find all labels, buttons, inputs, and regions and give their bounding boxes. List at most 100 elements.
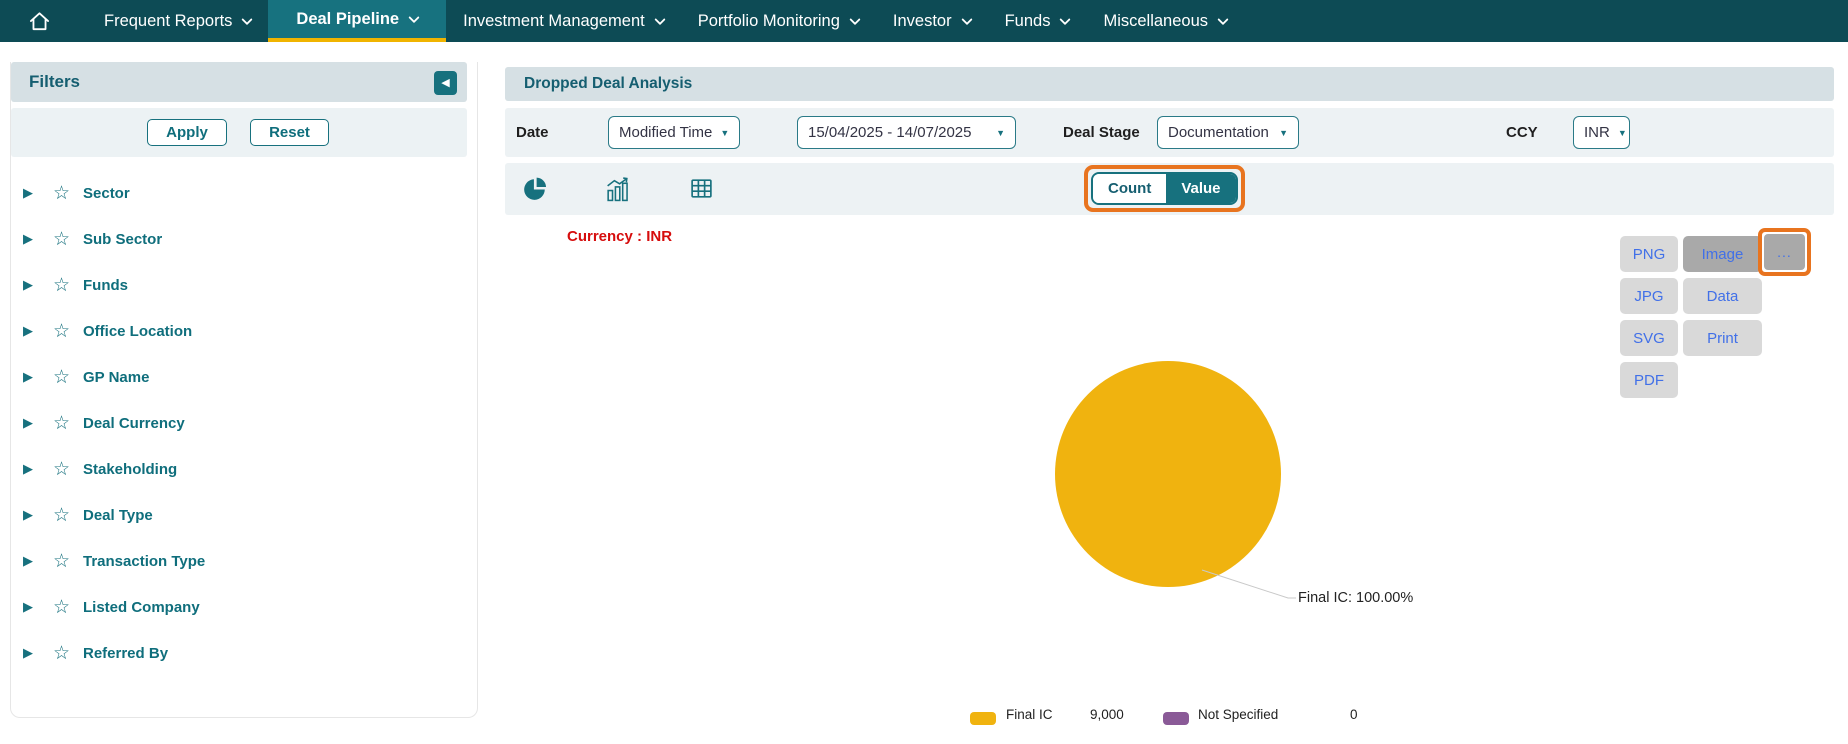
filter-row-deal-currency[interactable]: ▶ ☆ Deal Currency bbox=[11, 400, 467, 446]
expand-row-icon[interactable]: ▶ bbox=[23, 507, 33, 522]
pie-label-leader-line bbox=[1201, 569, 1296, 599]
nav-item-funds[interactable]: Funds bbox=[1004, 0, 1072, 42]
page-title: Dropped Deal Analysis bbox=[524, 75, 693, 92]
filter-label: Funds bbox=[83, 276, 128, 294]
legend-swatch-final-ic[interactable] bbox=[970, 712, 996, 725]
export-png-button[interactable]: PNG bbox=[1620, 236, 1678, 272]
filter-row-referred-by[interactable]: ▶ ☆ Referred By bbox=[11, 630, 467, 676]
expand-row-icon[interactable]: ▶ bbox=[23, 369, 33, 384]
expand-row-icon[interactable]: ▶ bbox=[23, 599, 33, 614]
expand-row-icon[interactable]: ▶ bbox=[23, 553, 33, 568]
expand-row-icon[interactable]: ▶ bbox=[23, 185, 33, 200]
filters-actions-row: Apply Reset bbox=[11, 108, 467, 157]
apply-button[interactable]: Apply bbox=[147, 119, 227, 146]
home-icon bbox=[29, 11, 50, 30]
expand-row-icon[interactable]: ▶ bbox=[23, 231, 33, 246]
home-button[interactable] bbox=[28, 0, 51, 42]
filter-label: Sector bbox=[83, 184, 130, 202]
more-options-icon: ... bbox=[1777, 244, 1792, 260]
date-range-value: 15/04/2025 - 14/07/2025 bbox=[808, 124, 972, 141]
currency-note: Currency : INR bbox=[567, 228, 673, 245]
pie-data-label: Final IC: 100.00% bbox=[1298, 590, 1414, 606]
nav-item-deal-pipeline[interactable]: Deal Pipeline bbox=[268, 0, 447, 42]
expand-row-icon[interactable]: ▶ bbox=[23, 461, 33, 476]
nav-item-investor[interactable]: Investor bbox=[892, 0, 973, 42]
favorite-star-icon[interactable]: ☆ bbox=[53, 182, 71, 204]
export-jpg-button[interactable]: JPG bbox=[1620, 278, 1678, 314]
export-image-button[interactable]: Image bbox=[1683, 236, 1762, 272]
chevron-down-icon bbox=[960, 13, 973, 26]
legend-value-final-ic: 9,000 bbox=[1090, 707, 1124, 722]
filters-header: Filters ◀ bbox=[11, 62, 467, 102]
ccy-dropdown[interactable]: INR ▼ bbox=[1573, 116, 1630, 149]
favorite-star-icon[interactable]: ☆ bbox=[53, 366, 71, 388]
table-view-icon bbox=[691, 179, 712, 198]
nav-label: Funds bbox=[1004, 11, 1051, 30]
caret-down-icon: ▼ bbox=[996, 127, 1005, 138]
count-toggle-button[interactable]: Count bbox=[1093, 174, 1167, 203]
favorite-star-icon[interactable]: ☆ bbox=[53, 642, 71, 664]
date-type-value: Modified Time bbox=[619, 124, 713, 141]
export-svg-button[interactable]: SVG bbox=[1620, 320, 1678, 356]
legend-label-final-ic[interactable]: Final IC bbox=[1006, 707, 1053, 722]
date-range-dropdown[interactable]: 15/04/2025 - 14/07/2025 ▼ bbox=[797, 116, 1016, 149]
pie-chart-icon bbox=[524, 177, 547, 200]
expand-row-icon[interactable]: ▶ bbox=[23, 415, 33, 430]
favorite-star-icon[interactable]: ☆ bbox=[53, 550, 71, 572]
filter-row-sub-sector[interactable]: ▶ ☆ Sub Sector bbox=[11, 216, 467, 262]
favorite-star-icon[interactable]: ☆ bbox=[53, 596, 71, 618]
ccy-label: CCY bbox=[1506, 124, 1538, 141]
value-toggle-button[interactable]: Value bbox=[1166, 174, 1236, 203]
caret-down-icon: ▼ bbox=[1279, 127, 1288, 138]
filter-label: Office Location bbox=[83, 322, 193, 340]
deal-stage-dropdown[interactable]: Documentation ▼ bbox=[1157, 116, 1299, 149]
filter-row-transaction-type[interactable]: ▶ ☆ Transaction Type bbox=[11, 538, 467, 584]
filter-row-listed-company[interactable]: ▶ ☆ Listed Company bbox=[11, 584, 467, 630]
filter-label: Listed Company bbox=[83, 598, 200, 616]
filter-row-sector[interactable]: ▶ ☆ Sector bbox=[11, 170, 467, 216]
chevron-down-icon bbox=[654, 13, 666, 26]
nav-label: Investor bbox=[892, 11, 952, 30]
filter-row-stakeholding[interactable]: ▶ ☆ Stakeholding bbox=[11, 446, 467, 492]
nav-item-investment-management[interactable]: Investment Management bbox=[463, 0, 666, 42]
filter-list: ▶ ☆ Sector ▶ ☆ Sub Sector ▶ ☆ Funds ▶ ☆ Office L… bbox=[11, 170, 467, 676]
export-data-button[interactable]: Data bbox=[1683, 278, 1762, 314]
favorite-star-icon[interactable]: ☆ bbox=[53, 274, 71, 296]
date-type-dropdown[interactable]: Modified Time ▼ bbox=[608, 116, 740, 149]
deal-stage-label: Deal Stage bbox=[1063, 124, 1140, 141]
expand-row-icon[interactable]: ▶ bbox=[23, 323, 33, 338]
favorite-star-icon[interactable]: ☆ bbox=[53, 504, 71, 526]
legend-swatch-not-specified[interactable] bbox=[1163, 712, 1189, 725]
favorite-star-icon[interactable]: ☆ bbox=[53, 458, 71, 480]
filter-label: GP Name bbox=[83, 368, 150, 386]
bar-chart-view-button[interactable] bbox=[604, 176, 631, 203]
filter-label: Deal Type bbox=[83, 506, 153, 524]
expand-row-icon[interactable]: ▶ bbox=[23, 645, 33, 660]
chevron-down-icon bbox=[241, 13, 254, 26]
chevron-down-icon bbox=[1217, 13, 1229, 26]
expand-row-icon[interactable]: ▶ bbox=[23, 277, 33, 292]
filter-row-office-location[interactable]: ▶ ☆ Office Location bbox=[11, 308, 467, 354]
favorite-star-icon[interactable]: ☆ bbox=[53, 412, 71, 434]
legend-value-not-specified: 0 bbox=[1350, 707, 1358, 722]
favorite-star-icon[interactable]: ☆ bbox=[53, 320, 71, 342]
filter-row-funds[interactable]: ▶ ☆ Funds bbox=[11, 262, 467, 308]
nav-label: Miscellaneous bbox=[1103, 11, 1209, 30]
collapse-filters-button[interactable]: ◀ bbox=[434, 71, 457, 95]
nav-item-miscellaneous[interactable]: Miscellaneous bbox=[1103, 0, 1229, 42]
export-pdf-button[interactable]: PDF bbox=[1620, 362, 1678, 398]
filter-row-deal-type[interactable]: ▶ ☆ Deal Type bbox=[11, 492, 467, 538]
legend-label-not-specified[interactable]: Not Specified bbox=[1198, 707, 1279, 722]
filter-label: Deal Currency bbox=[83, 414, 185, 432]
filter-row-gp-name[interactable]: ▶ ☆ GP Name bbox=[11, 354, 467, 400]
favorite-star-icon[interactable]: ☆ bbox=[53, 228, 71, 250]
more-options-button[interactable]: ... bbox=[1764, 234, 1805, 270]
pie-chart-view-button[interactable] bbox=[522, 176, 548, 202]
reset-button[interactable]: Reset bbox=[250, 119, 329, 146]
nav-item-frequent-reports[interactable]: Frequent Reports bbox=[104, 0, 254, 42]
export-print-button[interactable]: Print bbox=[1683, 320, 1762, 356]
date-label: Date bbox=[516, 124, 549, 141]
table-view-button[interactable] bbox=[689, 176, 714, 201]
pie-slice-final-ic[interactable] bbox=[1055, 361, 1281, 587]
nav-item-portfolio-monitoring[interactable]: Portfolio Monitoring bbox=[698, 0, 861, 42]
